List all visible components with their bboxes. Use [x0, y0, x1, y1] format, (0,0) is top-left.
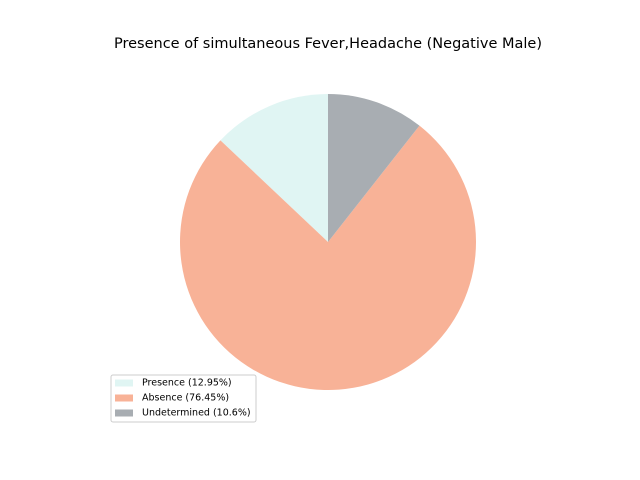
pie-slice: [220, 94, 328, 242]
chart-title: Presence of simultaneous Fever,Headache …: [114, 36, 542, 52]
legend-swatch: [115, 379, 133, 387]
pie-slice: [328, 94, 420, 242]
legend-label: Presence (12.95%): [142, 378, 232, 389]
pie-slice: [180, 125, 476, 391]
legend-label: Absence (76.45%): [142, 393, 229, 404]
legend-label: Undetermined (10.6%): [142, 408, 251, 419]
legend-box: [110, 374, 257, 423]
legend-swatch: [115, 409, 133, 417]
legend-swatch: [115, 394, 133, 402]
